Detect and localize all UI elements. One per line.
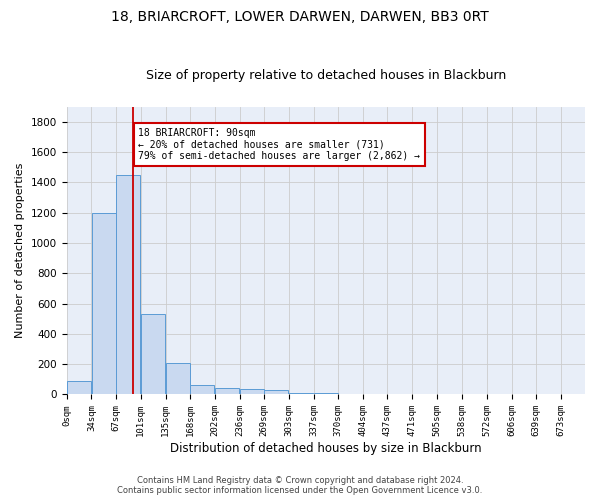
- Bar: [289, 393, 313, 394]
- Bar: [264, 390, 288, 394]
- Bar: [215, 388, 239, 394]
- X-axis label: Distribution of detached houses by size in Blackburn: Distribution of detached houses by size …: [170, 442, 482, 455]
- Bar: [92, 213, 116, 394]
- Text: 18 BRIARCROFT: 90sqm
← 20% of detached houses are smaller (731)
79% of semi-deta: 18 BRIARCROFT: 90sqm ← 20% of detached h…: [139, 128, 421, 161]
- Bar: [141, 314, 165, 394]
- Text: Contains HM Land Registry data © Crown copyright and database right 2024.
Contai: Contains HM Land Registry data © Crown c…: [118, 476, 482, 495]
- Bar: [240, 389, 264, 394]
- Y-axis label: Number of detached properties: Number of detached properties: [15, 163, 25, 338]
- Bar: [190, 384, 214, 394]
- Text: 18, BRIARCROFT, LOWER DARWEN, DARWEN, BB3 0RT: 18, BRIARCROFT, LOWER DARWEN, DARWEN, BB…: [111, 10, 489, 24]
- Bar: [67, 381, 91, 394]
- Title: Size of property relative to detached houses in Blackburn: Size of property relative to detached ho…: [146, 69, 506, 82]
- Bar: [116, 175, 140, 394]
- Bar: [166, 364, 190, 394]
